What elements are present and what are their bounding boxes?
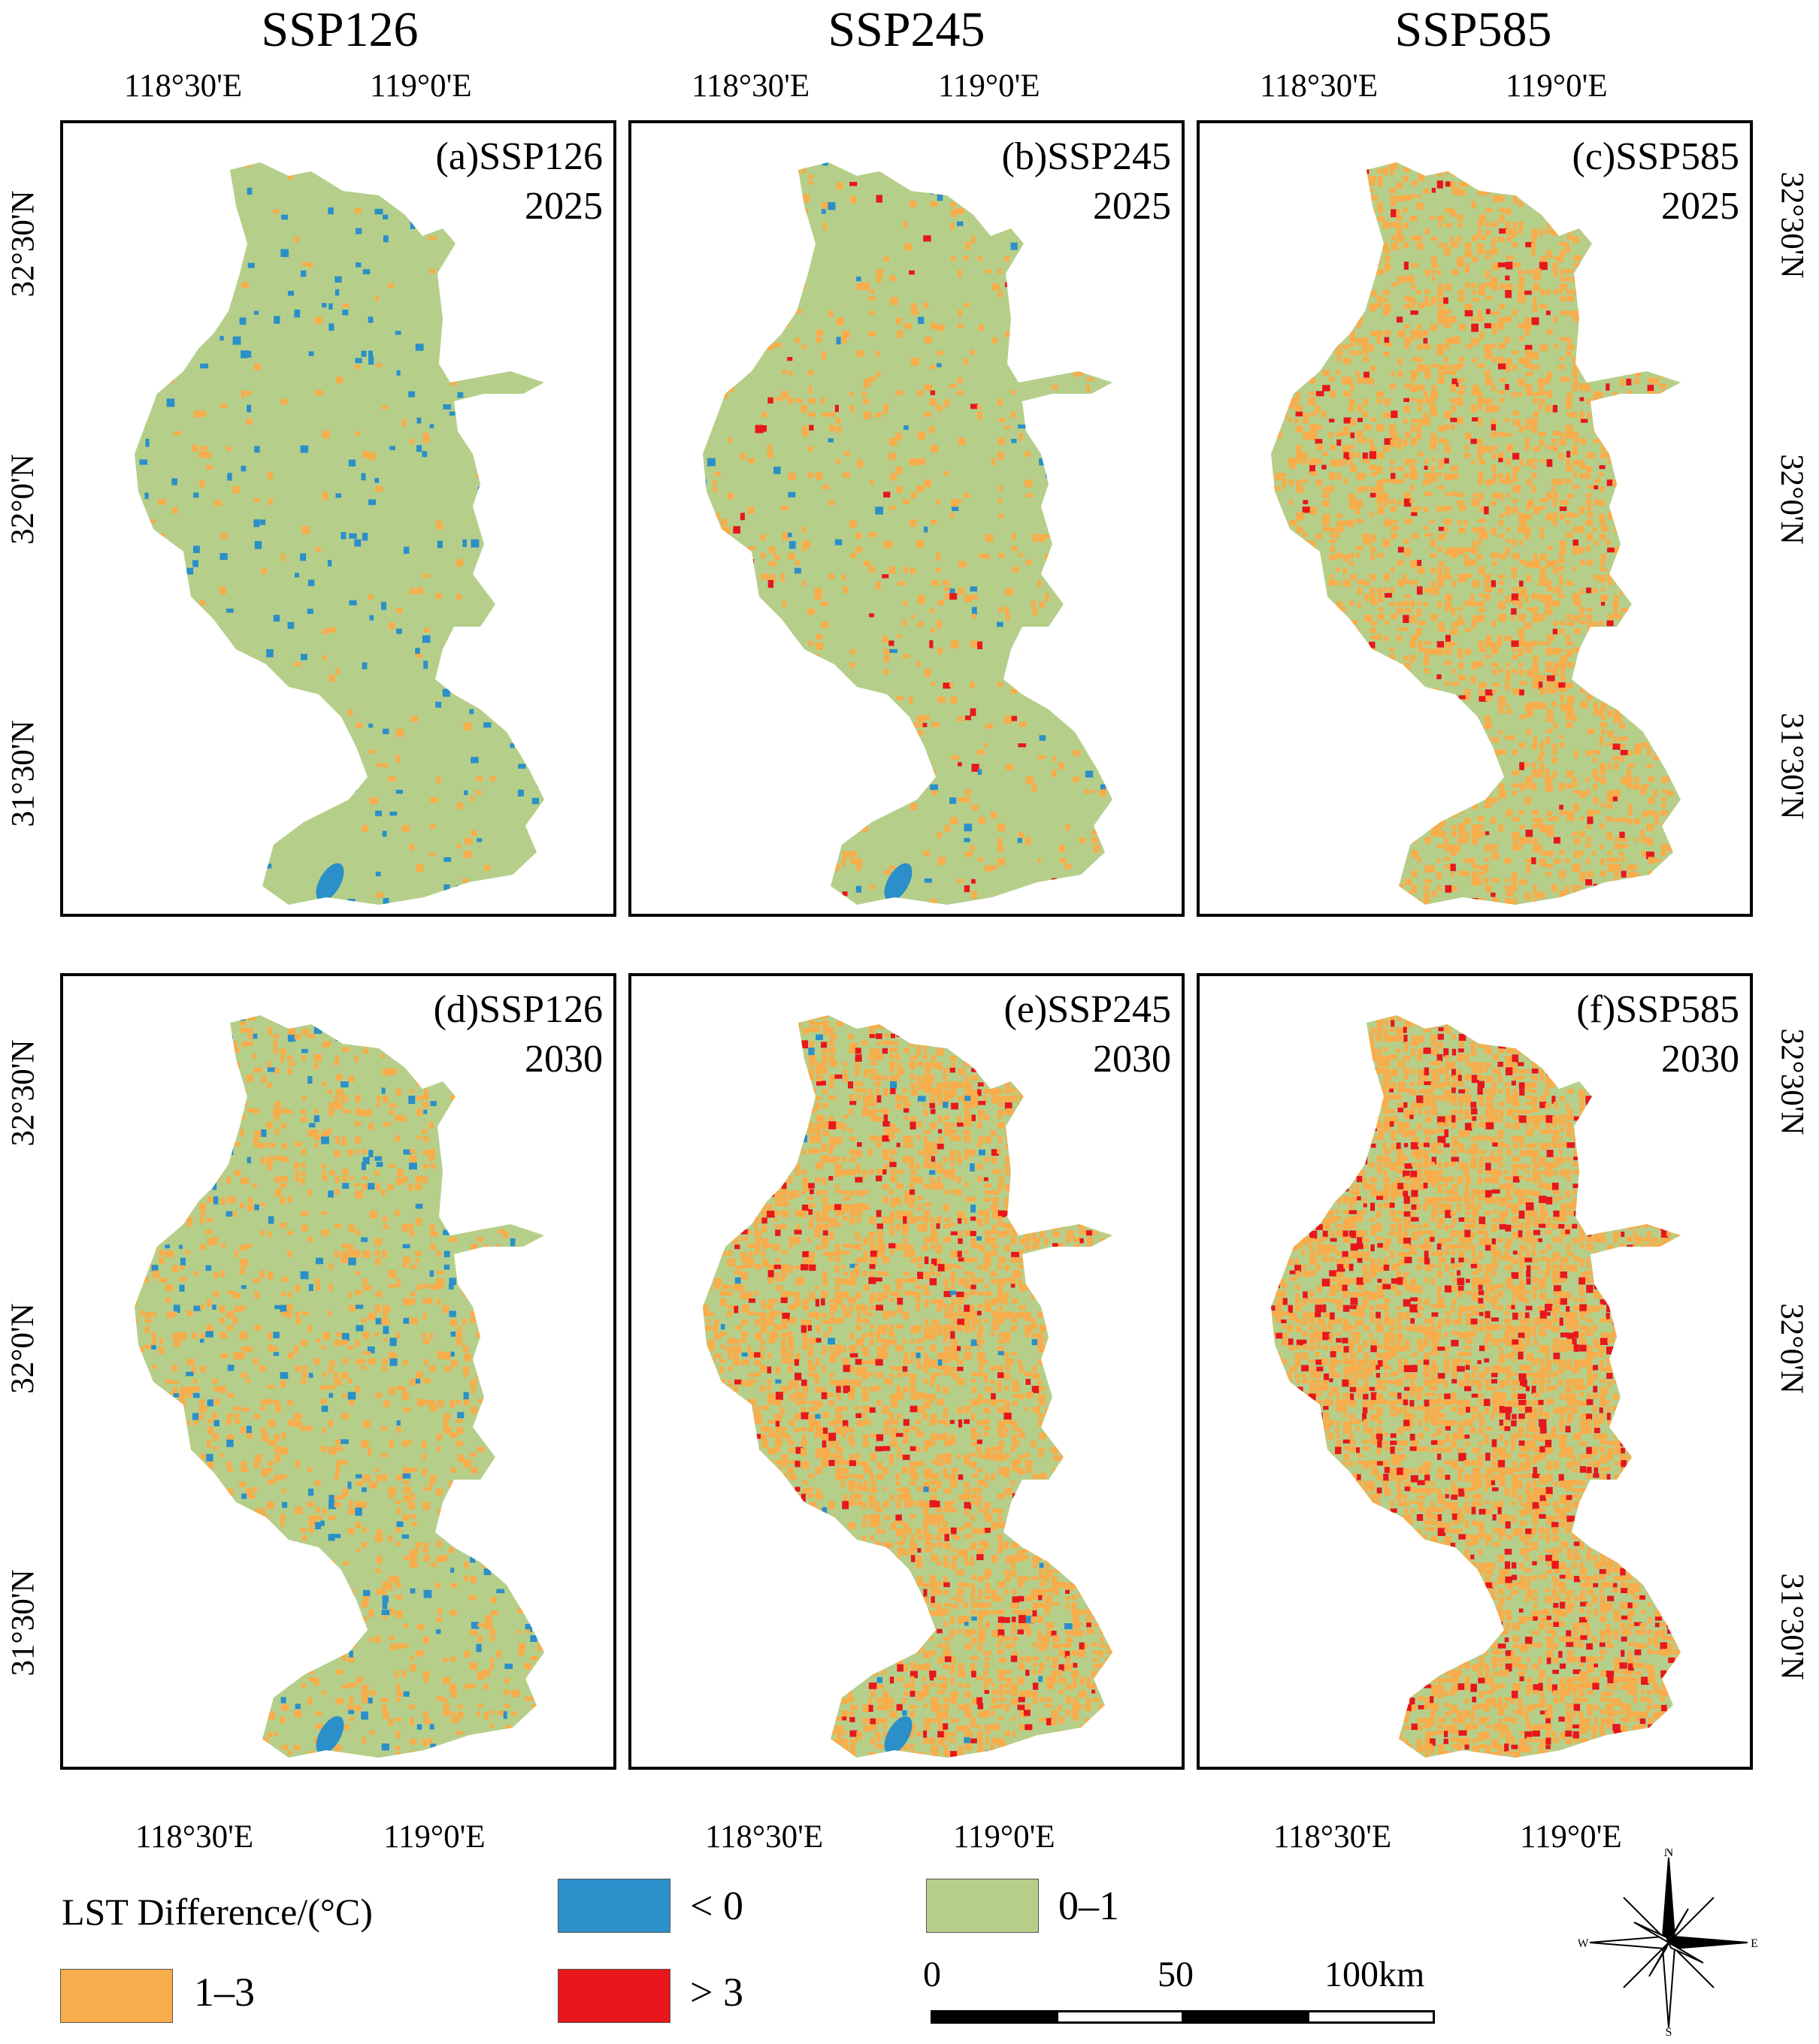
- column-title-ssp585: SSP585: [1394, 2, 1552, 57]
- compass-w-label: W: [1578, 1937, 1589, 1950]
- region-map-b: [703, 162, 1112, 905]
- map-panel-f: (f)SSP585 2030: [1197, 973, 1753, 1770]
- region-map-a: [135, 162, 544, 905]
- lon-tick-top-3a: 118°30'E: [1260, 68, 1379, 104]
- panel-a-scenario: (a)SSP126: [435, 135, 603, 178]
- lon-tick-top-3b: 119°0'E: [1506, 68, 1608, 104]
- lat-tick-left-4: 32°30'N: [5, 1039, 41, 1147]
- legend-label-1-3: 1–3: [194, 1970, 255, 2015]
- panel-b-year: 2025: [1093, 185, 1171, 228]
- compass-n-label: N: [1664, 1849, 1674, 1859]
- region-base-0-1: [135, 1015, 544, 1758]
- lat-tick-left-1: 32°30'N: [5, 190, 41, 298]
- water-patch: [316, 863, 344, 902]
- panel-e-year: 2030: [1093, 1038, 1171, 1081]
- legend-label-0-1: 0–1: [1058, 1883, 1119, 1928]
- scale-bar-seg-3: [1182, 2010, 1309, 2024]
- lon-tick-top-2a: 118°30'E: [692, 68, 810, 104]
- water-patch: [884, 1716, 913, 1755]
- panel-b-scenario: (b)SSP245: [1001, 135, 1171, 178]
- region-map-e: [703, 1015, 1112, 1758]
- water-patch: [316, 1716, 344, 1755]
- lat-tick-right-3: 31°30'N: [1774, 712, 1810, 820]
- lon-tick-bottom-3a: 118°30'E: [1273, 1819, 1392, 1855]
- region-map-c: [1271, 162, 1681, 905]
- lon-tick-bottom-3b: 119°0'E: [1520, 1819, 1622, 1855]
- legend-swatch-1-3: [60, 1969, 173, 2023]
- panel-f-year: 2030: [1661, 1038, 1739, 1081]
- scale-label-50: 50: [1158, 1955, 1194, 1994]
- panel-d-scenario: (d)SSP126: [433, 988, 603, 1031]
- map-panel-c: (c)SSP585 2025: [1197, 120, 1753, 917]
- lat-tick-left-2: 32°0'N: [5, 454, 41, 545]
- lat-tick-right-1: 32°30'N: [1774, 171, 1810, 279]
- compass-rose-icon: N S W E: [1578, 1849, 1758, 2036]
- lon-tick-bottom-1a: 118°30'E: [135, 1819, 254, 1855]
- panel-f-scenario: (f)SSP585: [1576, 988, 1739, 1031]
- water-patch: [884, 863, 913, 902]
- lat-tick-right-4: 32°30'N: [1774, 1028, 1810, 1135]
- scale-label-0: 0: [923, 1955, 941, 1994]
- lat-tick-left-6: 31°30'N: [5, 1569, 41, 1677]
- region-base-0-1: [703, 162, 1112, 905]
- scale-bar-seg-2: [1056, 2010, 1184, 2024]
- lon-tick-top-1b: 119°0'E: [370, 68, 472, 104]
- lat-tick-left-3: 31°30'N: [5, 720, 41, 827]
- map-panel-b: (b)SSP245 2025: [628, 120, 1185, 917]
- column-title-ssp126: SSP126: [261, 2, 419, 57]
- lon-tick-bottom-1b: 119°0'E: [383, 1819, 486, 1855]
- panel-d-year: 2030: [525, 1038, 603, 1081]
- legend-label-above-three: > 3: [690, 1970, 743, 2015]
- map-panel-a: (a)SSP126 2025: [60, 120, 616, 917]
- column-title-ssp245: SSP245: [828, 2, 985, 57]
- lon-tick-top-2b: 119°0'E: [938, 68, 1040, 104]
- panel-c-year: 2025: [1661, 185, 1739, 228]
- legend-label-below-zero: < 0: [690, 1883, 743, 1928]
- legend-title: LST Difference/(°C): [62, 1891, 373, 1933]
- panel-e-scenario: (e)SSP245: [1003, 988, 1171, 1031]
- legend-swatch-0-1: [926, 1879, 1039, 1933]
- compass-e-label: E: [1751, 1937, 1758, 1950]
- lat-tick-right-6: 31°30'N: [1774, 1573, 1810, 1680]
- panel-a-year: 2025: [525, 185, 603, 228]
- panel-c-scenario: (c)SSP585: [1572, 135, 1739, 178]
- scale-bar-seg-1: [931, 2010, 1058, 2024]
- lon-tick-bottom-2b: 119°0'E: [953, 1819, 1055, 1855]
- region-base-0-1: [1271, 1015, 1681, 1758]
- region-map-f: [1271, 1015, 1681, 1758]
- region-map-d: [135, 1015, 544, 1758]
- region-base-0-1: [135, 162, 544, 905]
- scale-label-100: 100km: [1324, 1955, 1425, 1994]
- legend-swatch-above-three: [558, 1969, 670, 2023]
- compass-s-label: S: [1666, 2026, 1672, 2036]
- lat-tick-right-5: 32°0'N: [1773, 1303, 1809, 1394]
- lat-tick-left-5: 32°0'N: [5, 1303, 41, 1394]
- map-panel-d: (d)SSP126 2030: [60, 973, 616, 1770]
- scale-bar-seg-4: [1307, 2010, 1435, 2024]
- lon-tick-top-1a: 118°30'E: [124, 68, 243, 104]
- lon-tick-bottom-2a: 118°30'E: [705, 1819, 824, 1855]
- legend-swatch-below-zero: [558, 1879, 670, 1933]
- lat-tick-right-2: 32°0'N: [1773, 454, 1809, 545]
- map-panel-e: (e)SSP245 2030: [628, 973, 1185, 1770]
